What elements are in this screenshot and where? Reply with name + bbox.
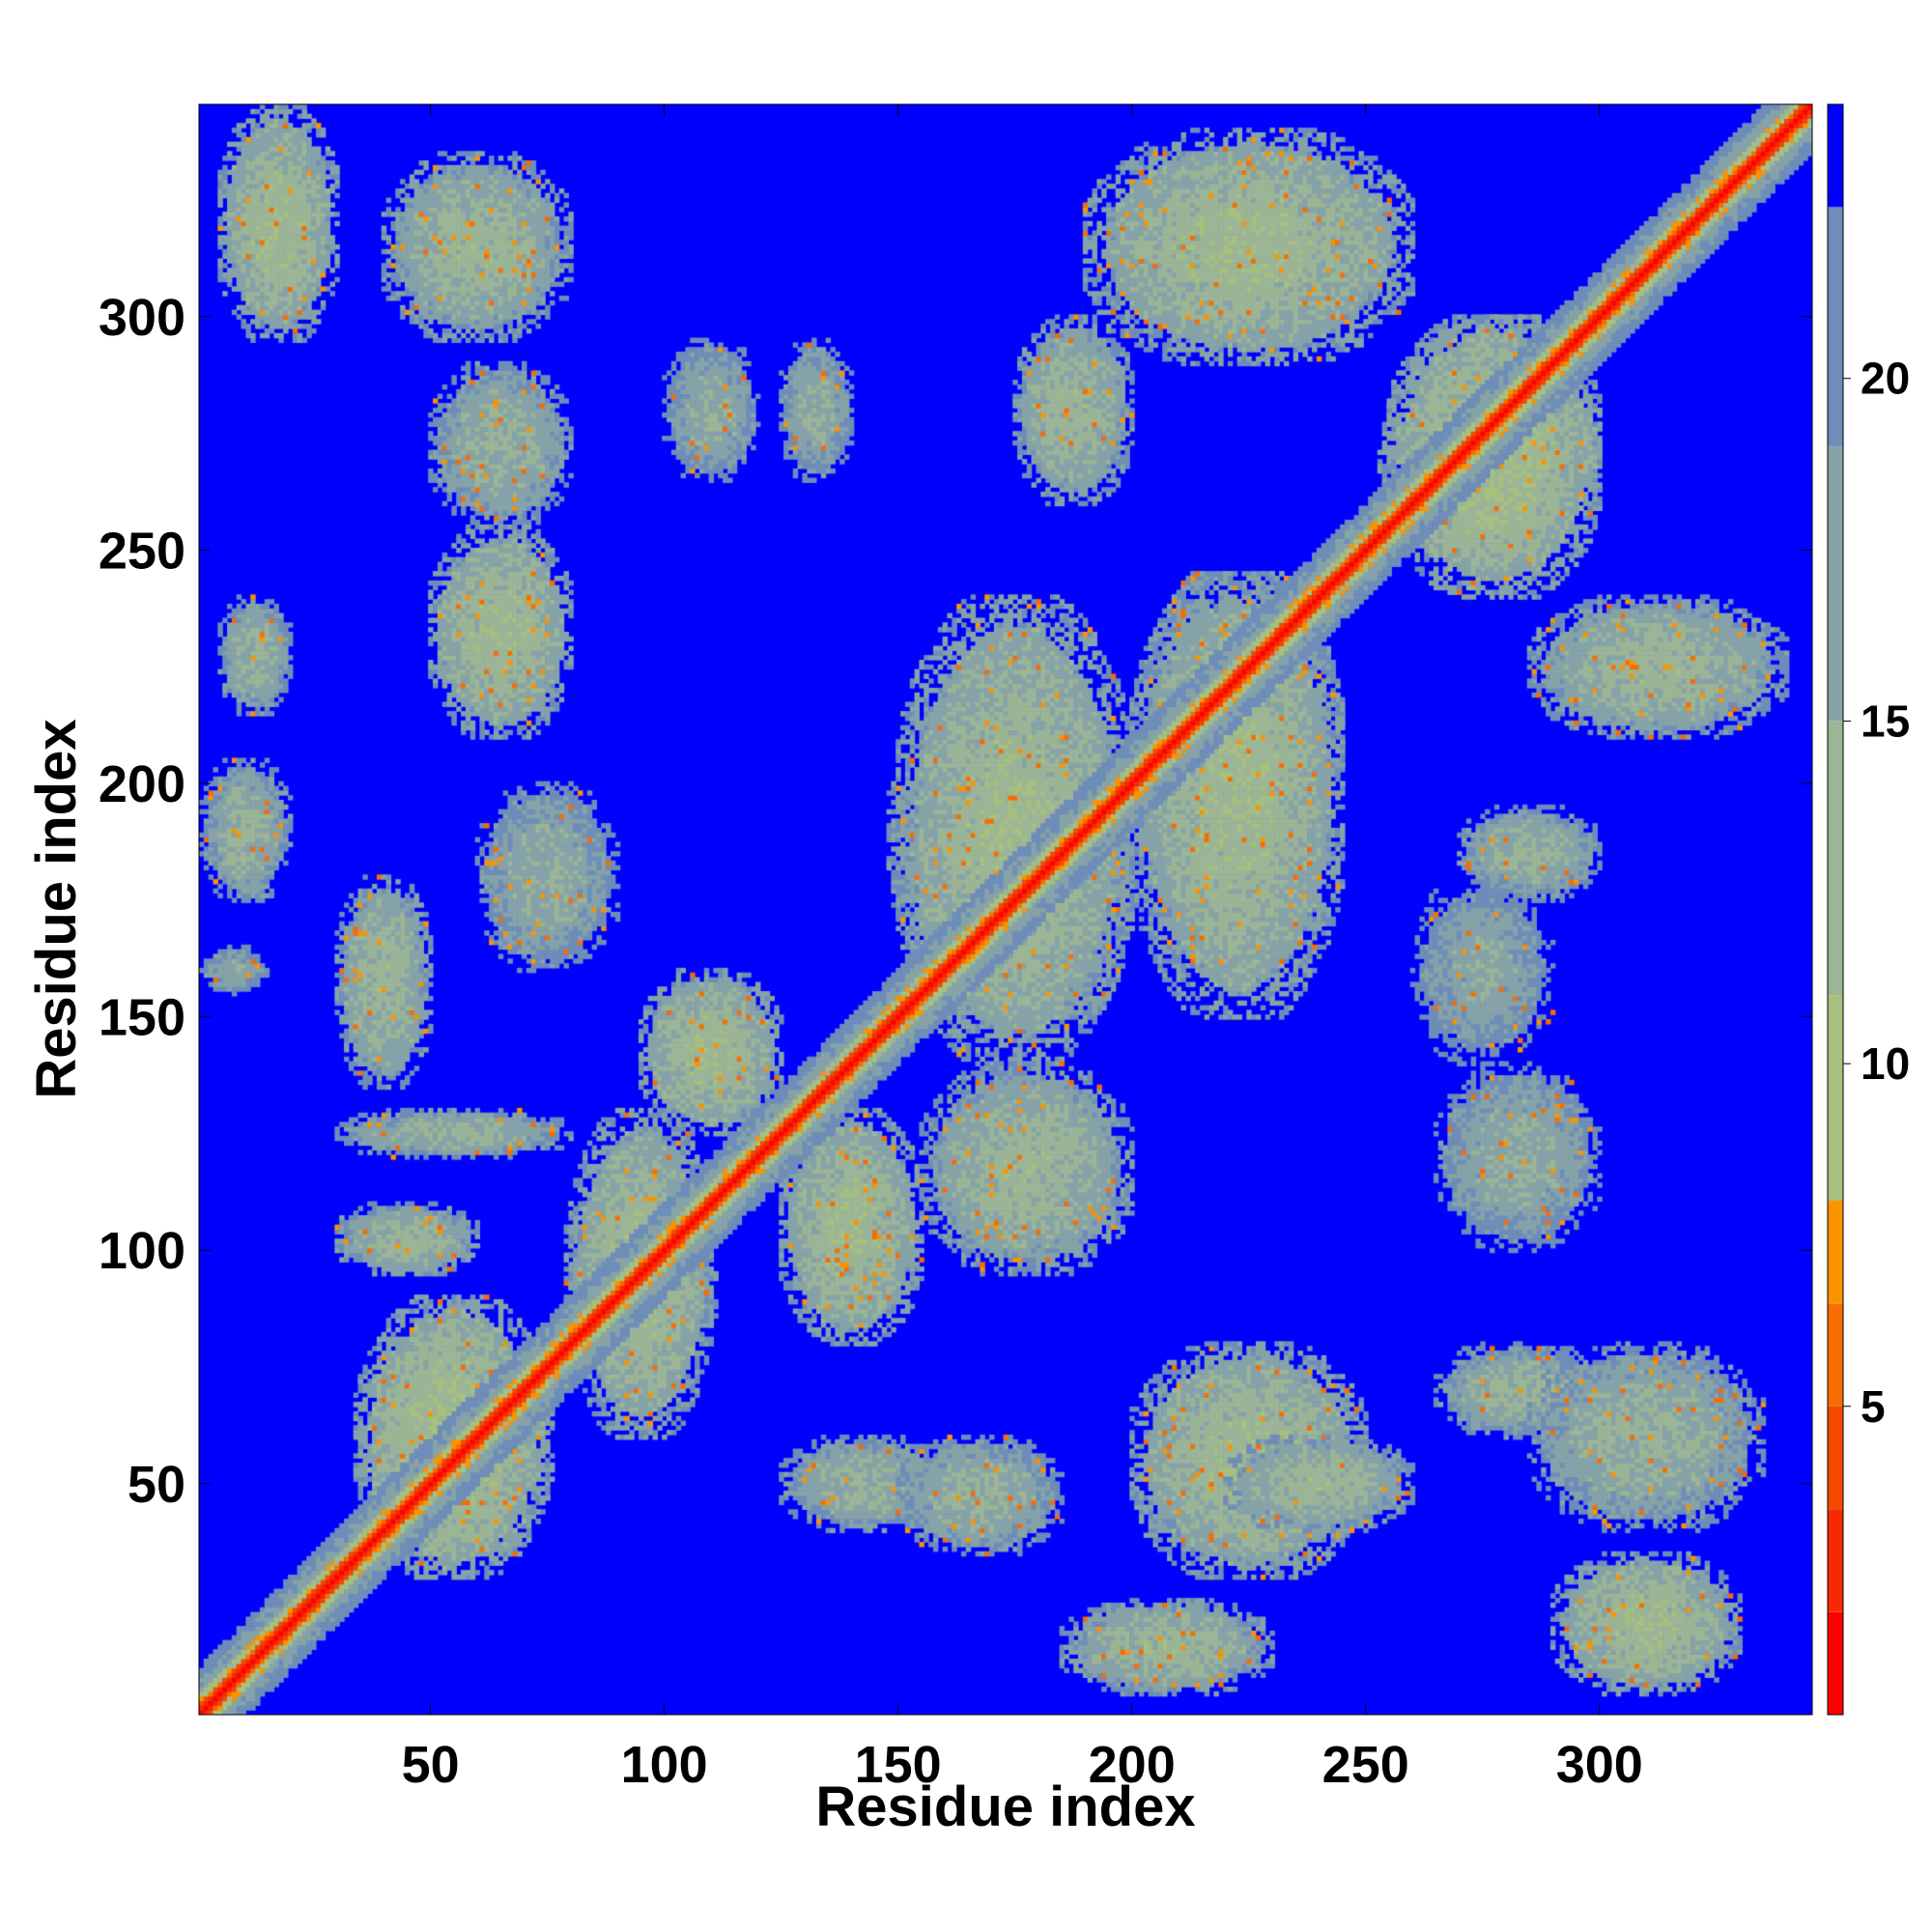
colorbar-tick-label: 20	[1861, 354, 1910, 404]
plot-frame	[198, 103, 1813, 1716]
heatmap-plot	[199, 104, 1812, 1715]
colorbar-tick-label: 10	[1861, 1038, 1910, 1089]
x-tick-label: 300	[1556, 1736, 1643, 1794]
colorbar-ticks: 5 10 15 20	[1843, 354, 1910, 1432]
colorbar-tick-label: 5	[1861, 1381, 1886, 1432]
y-tick-label: 300	[99, 289, 185, 347]
x-tick-label: 200	[1089, 1736, 1176, 1794]
y-tick-label: 100	[99, 1222, 185, 1280]
x-axis-ticks: 50 100 150 200 250 300	[402, 104, 1643, 1794]
x-tick-label: 50	[402, 1736, 460, 1794]
x-tick-label: 150	[855, 1736, 942, 1794]
y-tick-label: 50	[128, 1456, 185, 1514]
y-tick-label: 200	[99, 755, 185, 813]
x-tick-label: 100	[621, 1736, 708, 1794]
y-tick-label: 150	[99, 989, 185, 1047]
y-axis-label: Residue index	[25, 719, 88, 1098]
colorbar-tick-label: 15	[1861, 696, 1910, 746]
colorbar-frame	[1827, 103, 1844, 1716]
colorbar	[1828, 104, 1843, 1715]
x-tick-label: 250	[1322, 1736, 1409, 1794]
y-axis-ticks: 50 100 150 200 250 300	[99, 289, 1812, 1514]
x-axis-label: Residue index	[815, 1776, 1195, 1838]
y-tick-label: 250	[99, 522, 185, 580]
